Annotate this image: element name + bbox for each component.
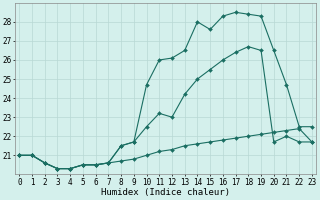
X-axis label: Humidex (Indice chaleur): Humidex (Indice chaleur) [101,188,230,197]
